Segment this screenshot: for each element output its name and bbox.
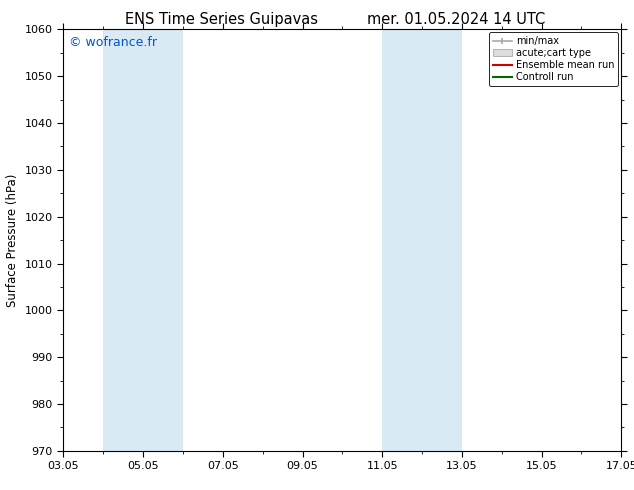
Text: ENS Time Series Guipavas: ENS Time Series Guipavas xyxy=(126,12,318,27)
Text: © wofrance.fr: © wofrance.fr xyxy=(69,36,157,49)
Bar xyxy=(382,29,462,451)
Y-axis label: Surface Pressure (hPa): Surface Pressure (hPa) xyxy=(6,173,19,307)
Text: mer. 01.05.2024 14 UTC: mer. 01.05.2024 14 UTC xyxy=(367,12,546,27)
Legend: min/max, acute;cart type, Ensemble mean run, Controll run: min/max, acute;cart type, Ensemble mean … xyxy=(489,32,618,86)
Bar xyxy=(103,29,183,451)
